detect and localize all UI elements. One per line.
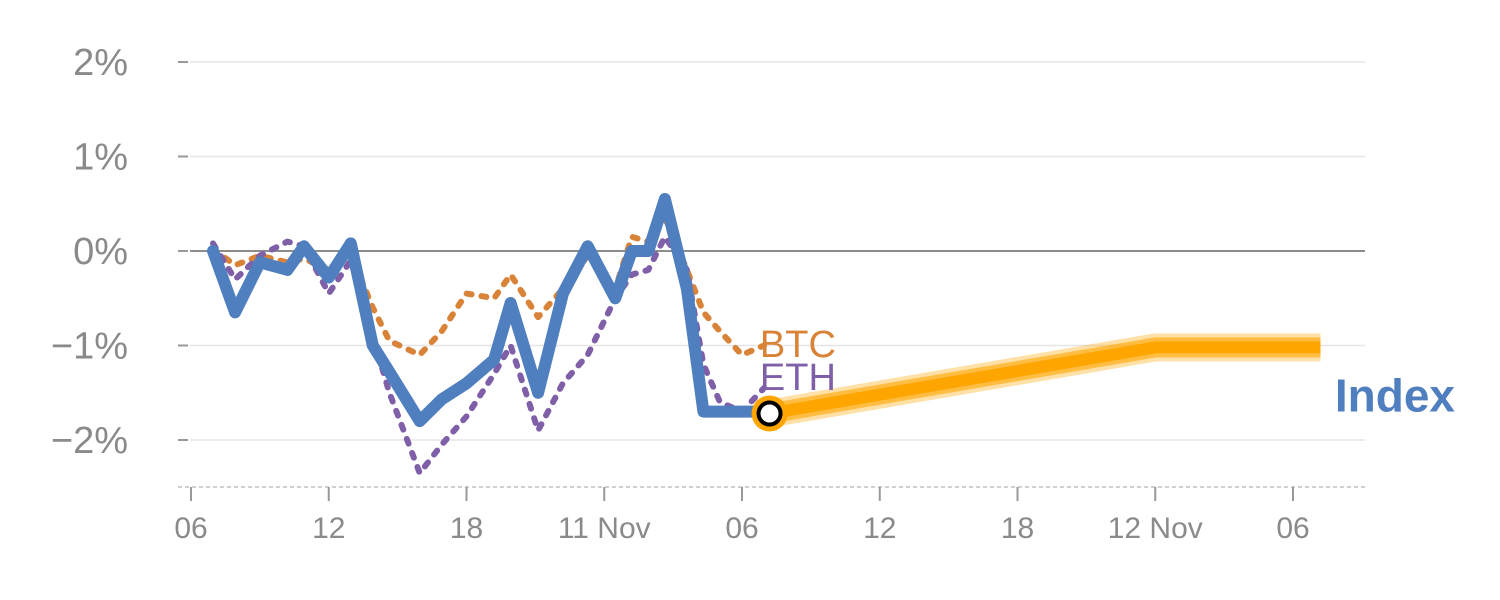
- index-series-line: [207, 193, 770, 428]
- index-series-label: Index: [1335, 370, 1456, 422]
- label-layer: BTC ETH Index: [760, 324, 1455, 422]
- x-tick-label: 12: [863, 512, 896, 545]
- axis-layer: 2% 1% 0% −1% −2% 06 12 18 11 Nov 06 12 18 12 Nov 06: [51, 42, 1365, 545]
- btc-series-label: BTC: [760, 324, 836, 366]
- current-point-marker: [756, 400, 783, 427]
- y-tick-label: −2%: [51, 420, 128, 462]
- y-tick-label: 0%: [73, 231, 128, 273]
- forecast-line: [768, 341, 1321, 420]
- x-tick-label: 12 Nov: [1108, 512, 1203, 545]
- x-tick-label: 06: [174, 512, 207, 545]
- x-tick-label: 12: [312, 512, 345, 545]
- eth-series-label: ETH: [760, 357, 836, 399]
- x-tick-label: 18: [450, 512, 483, 545]
- x-tick-label: 06: [1276, 512, 1309, 545]
- x-tick-label: 18: [1001, 512, 1034, 545]
- y-tick-label: 1%: [73, 137, 128, 179]
- x-tick-label: 11 Nov: [558, 512, 651, 545]
- y-tick-label: −1%: [51, 326, 128, 368]
- x-tick-label: 06: [725, 512, 758, 545]
- y-tick-label: 2%: [73, 42, 128, 84]
- series-layer: [207, 193, 1321, 477]
